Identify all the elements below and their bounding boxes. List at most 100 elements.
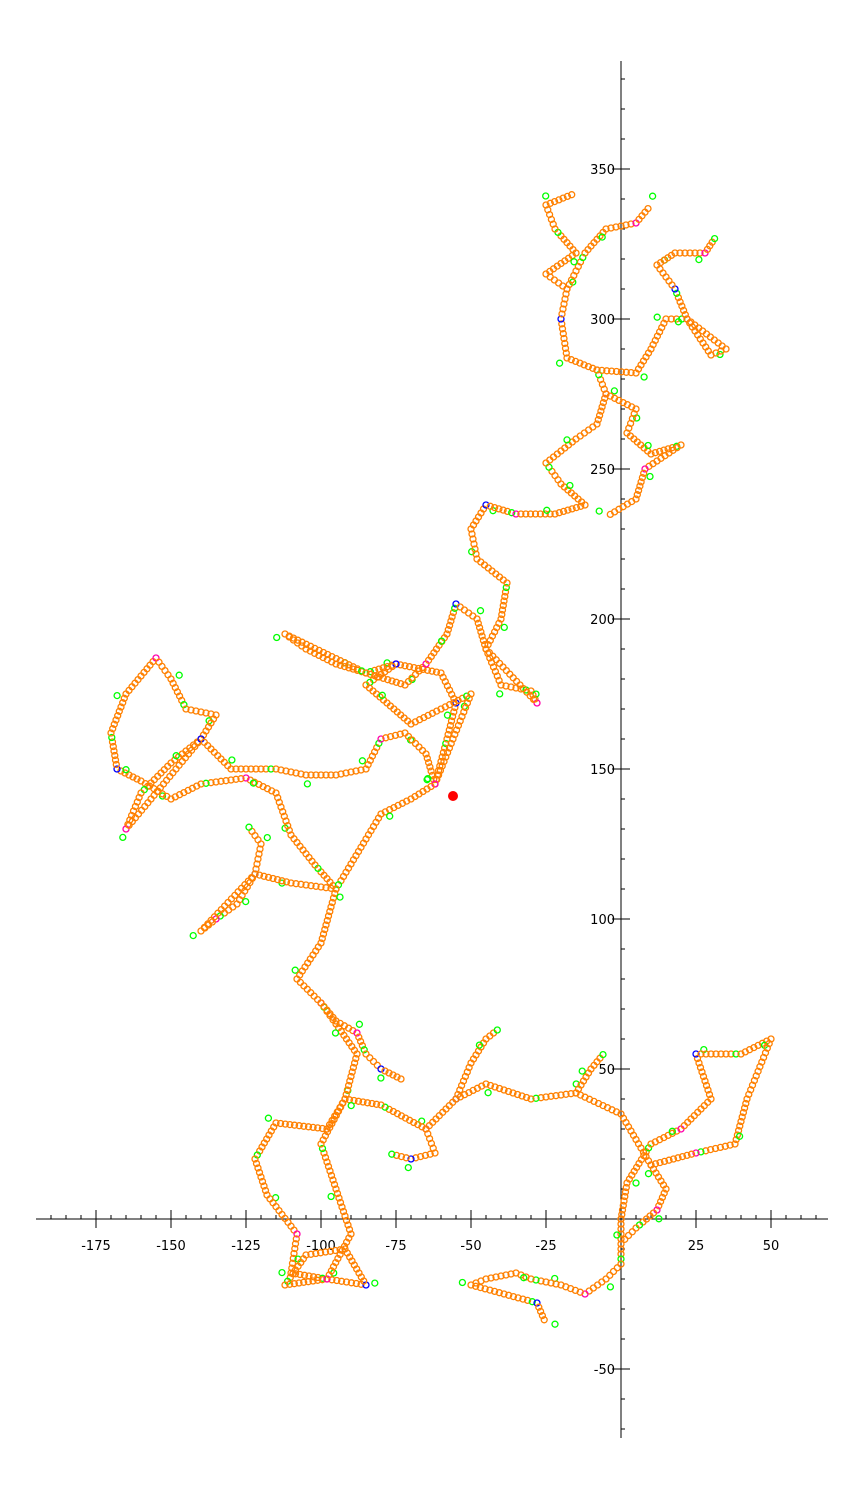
chain-point [358, 1041, 367, 1050]
chain-point [304, 1278, 312, 1286]
chain-point [107, 729, 115, 737]
chain-point [442, 753, 450, 761]
chain-point [332, 654, 340, 663]
chain-point [312, 771, 320, 779]
end-point [264, 1114, 273, 1122]
chain-point [651, 449, 659, 457]
chain-point [474, 619, 482, 627]
end-point [545, 463, 553, 471]
chain-point [333, 1189, 342, 1198]
chain-point [598, 403, 606, 411]
chain-point [486, 502, 494, 510]
chain-point [433, 775, 441, 784]
branch-point [512, 510, 520, 518]
chain-point [622, 1183, 630, 1192]
chain-point [576, 359, 584, 367]
chain-point [489, 663, 498, 671]
chain-point [253, 860, 261, 868]
chain-point [322, 921, 330, 929]
chain-point [593, 366, 601, 374]
chain-point [701, 1077, 709, 1085]
chain-point [273, 875, 282, 884]
chain-point [336, 657, 345, 665]
chain-point [763, 1044, 771, 1052]
chain-point [302, 881, 310, 889]
chain-point [339, 1207, 348, 1216]
chain-point [727, 1050, 735, 1058]
chain-point [287, 768, 295, 776]
chain-point [602, 1275, 610, 1283]
chain-point [421, 1151, 430, 1160]
chain-point [131, 802, 140, 811]
chain-point [572, 503, 581, 512]
chain-point [702, 1147, 710, 1155]
end-point [360, 1046, 368, 1054]
chain-point [460, 708, 468, 716]
chain-point [111, 756, 120, 764]
chain-point [737, 1117, 745, 1126]
chain-point [702, 1081, 711, 1090]
chain-point [297, 770, 305, 778]
chain-point [702, 1050, 710, 1058]
chain-point [686, 249, 694, 257]
end-point [331, 1029, 340, 1037]
chain-point [207, 779, 215, 787]
chain-point [743, 1095, 751, 1103]
chain-point [330, 1180, 339, 1189]
chain-point [300, 1122, 308, 1130]
end-point [551, 1320, 559, 1328]
chain-point [667, 315, 675, 323]
end-point [563, 436, 571, 444]
chain-point [357, 766, 365, 774]
chain-point [752, 1072, 760, 1080]
chain-point [290, 1249, 298, 1258]
chain-point [559, 507, 568, 516]
chain-point [447, 739, 455, 748]
end-point [695, 255, 703, 264]
end-point [458, 1278, 467, 1287]
chain-point [678, 302, 686, 310]
chain-point [486, 1286, 494, 1294]
chain-point [492, 656, 500, 664]
branch-point [641, 465, 649, 473]
chain-point [119, 699, 127, 707]
chain-point [311, 644, 319, 653]
chain-point [332, 1185, 340, 1193]
end-point [606, 1283, 615, 1291]
highlight-point [448, 791, 458, 801]
chain-point [276, 1119, 285, 1128]
chain-point [321, 925, 329, 934]
chain-point [291, 1270, 300, 1278]
chain-point [278, 877, 286, 885]
chain-point [497, 1272, 505, 1280]
chain-point [522, 510, 530, 518]
chain-point [401, 1114, 410, 1122]
chain-point [758, 1058, 766, 1066]
chain-point [523, 1296, 532, 1305]
chain-point [463, 1068, 471, 1076]
chain-point [558, 310, 566, 318]
chain-point [295, 1279, 303, 1287]
axes: -175 -150 -125 -100 -75 -50 -25 25 50-5050100150… [36, 61, 828, 1438]
chain-point [424, 758, 433, 767]
chain-point [660, 1157, 669, 1166]
chain-point [476, 1283, 485, 1292]
chain-point [698, 1068, 706, 1076]
chain-point [286, 1120, 294, 1129]
end-point [598, 233, 606, 241]
chain-point [551, 471, 559, 480]
end-point [532, 1276, 540, 1284]
end-point [599, 1050, 607, 1059]
end-point [347, 1101, 355, 1110]
chain-point [332, 885, 340, 893]
y-tick-label: 200 [590, 613, 615, 628]
end-point [520, 1274, 528, 1282]
chain-point [445, 726, 453, 734]
chain-point [505, 1291, 513, 1299]
chain-point [567, 356, 575, 364]
end-point [697, 1148, 705, 1156]
chain-point [550, 276, 559, 284]
chain-point [363, 1099, 372, 1107]
chain-point [490, 503, 499, 512]
chain-point [248, 827, 256, 836]
